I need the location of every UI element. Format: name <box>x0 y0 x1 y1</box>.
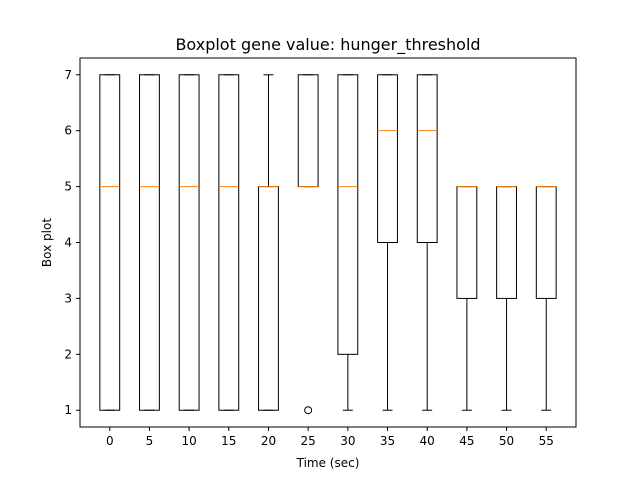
box-15-body <box>218 74 240 411</box>
x-tick-label-10: 10 <box>181 434 196 448</box>
x-tick-label-40: 40 <box>420 434 435 448</box>
y-tick-label-1: 1 <box>64 403 72 417</box>
y-tick-label-4: 4 <box>64 236 72 250</box>
box-0-body <box>99 74 121 411</box>
y-tick-label-7: 7 <box>64 68 72 82</box>
box-35-body <box>377 74 398 244</box>
y-tick-label-5: 5 <box>64 180 72 194</box>
x-tick-label-5: 5 <box>146 434 154 448</box>
x-tick-label-45: 45 <box>459 434 474 448</box>
box-10-body <box>178 74 200 411</box>
x-tick-label-20: 20 <box>261 434 276 448</box>
y-tick-label-2: 2 <box>64 347 72 361</box>
x-tick-label-55: 55 <box>539 434 554 448</box>
x-tick-label-35: 35 <box>380 434 395 448</box>
y-tick-label-3: 3 <box>64 291 72 305</box>
box-40-body <box>416 74 438 244</box>
x-tick-label-25: 25 <box>301 434 316 448</box>
x-tick-label-0: 0 <box>106 434 114 448</box>
y-axis-label: Box plot <box>40 218 54 267</box>
x-axis-label: Time (sec) <box>296 456 360 470</box>
x-tick-label-50: 50 <box>499 434 514 448</box>
box-30-body <box>337 74 359 355</box>
box-25-outlier-0 <box>304 406 313 415</box>
x-tick-label-30: 30 <box>340 434 355 448</box>
box-5-body <box>139 74 160 411</box>
y-tick-label-6: 6 <box>64 124 72 138</box>
chart-title: Boxplot gene value: hunger_threshold <box>175 35 480 55</box>
plot-frame <box>79 57 577 428</box>
x-tick-label-15: 15 <box>221 434 236 448</box>
